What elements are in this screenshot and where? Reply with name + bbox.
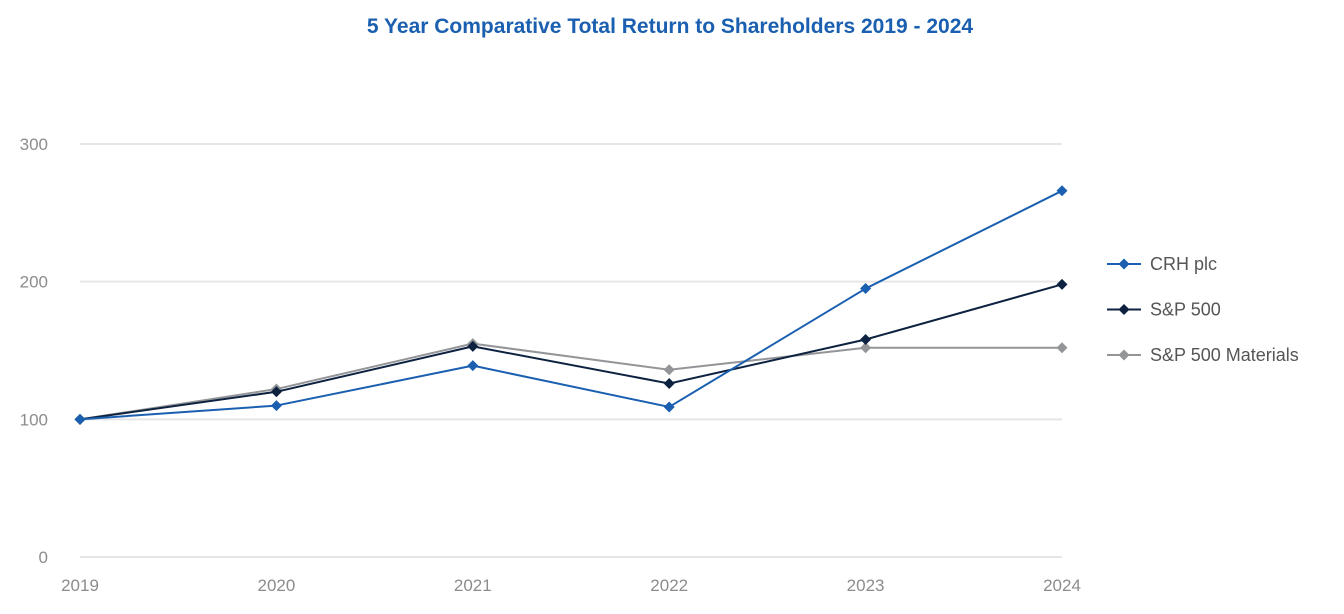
y-tick-label-100: 100: [20, 410, 48, 429]
legend-label-s-p-500: S&P 500: [1150, 300, 1221, 320]
legend-item-crh-plc: CRH plc: [1107, 254, 1217, 274]
legend: CRH plc S&P 500 S&P 500 Materials: [1107, 254, 1299, 365]
legend-item-s-p-500: S&P 500: [1107, 300, 1221, 320]
data-point-s-p-500-2021: [467, 340, 479, 352]
legend-label-s-p-500-materials: S&P 500 Materials: [1150, 345, 1299, 365]
series-line-s-p-500: [79, 283, 1063, 421]
series-line-s-p-500-materials: [79, 342, 1062, 421]
gridlines: [80, 143, 1062, 558]
data-point-s-p-500-2022: [663, 378, 675, 390]
data-point-crh-plc-2019: [74, 413, 86, 425]
x-tick-label-2022: 2022: [650, 576, 688, 595]
series-lines: [74, 185, 1068, 425]
x-axis-labels: 2019 2020 2021 2022 2023 2024: [61, 576, 1081, 595]
x-tick-label-2023: 2023: [847, 576, 885, 595]
data-point-crh-plc-2020: [270, 400, 282, 412]
legend-item-s-p-500-materials: S&P 500 Materials: [1107, 345, 1299, 365]
legend-marker-crh-plc: [1118, 258, 1130, 270]
series-line-crh-plc: [79, 189, 1063, 421]
data-point-crh-plc-2022: [663, 401, 675, 413]
y-tick-label-0: 0: [39, 548, 48, 567]
series-s-p-500-materials: [74, 338, 1068, 425]
x-tick-label-2019: 2019: [61, 576, 99, 595]
data-point-s-p-500-2020: [270, 386, 282, 398]
y-tick-label-200: 200: [20, 273, 48, 292]
data-point-s-p-500-2023: [860, 333, 872, 345]
series-crh-plc: [74, 185, 1068, 425]
legend-marker-s-p-500-materials: [1118, 349, 1130, 361]
data-point-s-p-500-materials-2024: [1056, 342, 1068, 354]
data-point-crh-plc-2024: [1056, 185, 1068, 197]
legend-marker-s-p-500: [1118, 304, 1130, 315]
y-tick-label-300: 300: [20, 135, 48, 154]
data-point-crh-plc-2021: [467, 360, 479, 372]
data-point-s-p-500-materials-2023: [860, 342, 872, 354]
data-point-crh-plc-2023: [860, 283, 872, 295]
legend-label-crh-plc: CRH plc: [1150, 254, 1217, 274]
x-tick-label-2021: 2021: [454, 576, 492, 595]
data-point-s-p-500-2024: [1056, 278, 1068, 290]
data-point-s-p-500-materials-2022: [663, 364, 675, 376]
chart-title: 5 Year Comparative Total Return to Share…: [366, 15, 974, 38]
x-tick-label-2024: 2024: [1043, 576, 1081, 595]
y-axis-labels: 0 100 200 300: [20, 135, 48, 567]
x-tick-label-2020: 2020: [257, 576, 295, 595]
series-s-p-500: [74, 278, 1068, 425]
